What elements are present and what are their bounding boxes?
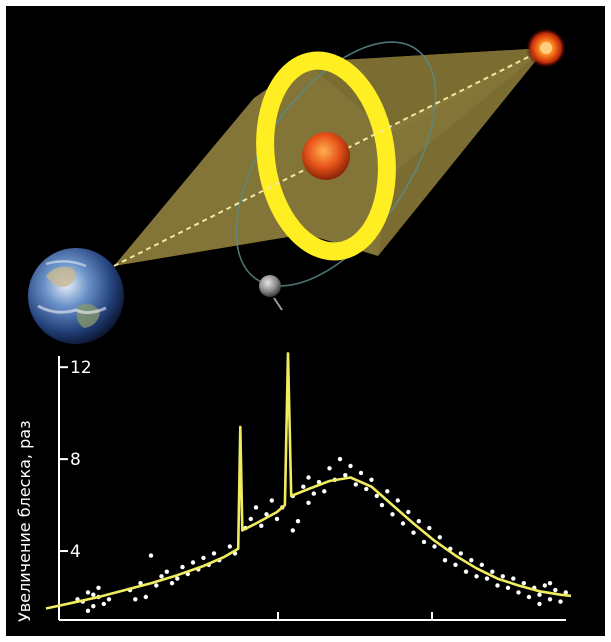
data-point: [547, 597, 553, 602]
data-point: [91, 592, 96, 597]
data-point: [269, 498, 274, 503]
data-point: [301, 484, 306, 489]
data-point: [479, 562, 484, 567]
data-point: [474, 574, 479, 579]
data-point: [264, 512, 269, 517]
data-point: [563, 590, 568, 595]
light-cone-upper-source: [306, 48, 546, 134]
data-point: [500, 574, 505, 579]
data-point: [379, 502, 385, 508]
data-point: [133, 597, 138, 602]
data-point: [453, 562, 458, 567]
data-point: [558, 599, 563, 604]
data-point: [138, 581, 143, 586]
data-point: [516, 590, 521, 595]
data-point: [521, 581, 526, 586]
data-point: [311, 491, 316, 496]
data-point: [337, 456, 343, 462]
data-point: [495, 583, 500, 588]
data-point: [442, 558, 448, 563]
data-point: [91, 604, 96, 609]
data-point: [385, 489, 390, 494]
data-point: [190, 560, 196, 565]
data-point: [175, 576, 180, 581]
y-tick-label-4: 4: [70, 542, 81, 562]
data-point: [211, 551, 217, 556]
data-point: [322, 489, 327, 494]
data-point: [295, 519, 301, 524]
data-point: [406, 509, 411, 515]
data-point: [505, 585, 511, 590]
lens-star-icon: [302, 132, 350, 180]
data-point: [96, 585, 101, 590]
microlensing-diagram: 4 8 12 Увеличение блеска, раз: [15, 28, 572, 622]
data-point: [106, 597, 112, 602]
einstein-ring: [256, 51, 396, 261]
data-point: [411, 530, 416, 535]
data-point: [154, 583, 159, 588]
data-point: [427, 525, 432, 531]
data-point: [143, 594, 148, 600]
data-point: [469, 558, 474, 563]
data-point: [306, 500, 311, 505]
planet-spike: [273, 297, 283, 311]
data-point: [101, 601, 107, 607]
data-point: [85, 590, 91, 595]
data-point: [248, 516, 253, 522]
data-point: [526, 594, 532, 600]
planet-orbit: [235, 41, 437, 287]
data-point: [364, 486, 369, 492]
data-point: [180, 564, 185, 570]
data-point: [227, 544, 232, 549]
source-star-icon: [540, 42, 552, 54]
data-point: [259, 523, 264, 528]
data-point: [353, 482, 358, 487]
y-axis-title: Увеличение блеска, раз: [15, 420, 34, 622]
data-point: [416, 519, 421, 524]
data-point: [421, 539, 427, 545]
data-point: [306, 475, 311, 480]
data-point: [542, 583, 547, 588]
data-point: [553, 587, 558, 593]
data-point: [458, 551, 463, 556]
data-point: [437, 535, 442, 540]
planet-icon: [259, 275, 281, 297]
data-point: [85, 608, 91, 613]
data-point: [484, 576, 490, 581]
data-point: [358, 470, 364, 476]
light-curve-chart: 4 8 12 Увеличение блеска, раз: [15, 352, 572, 622]
data-point: [490, 569, 495, 574]
data-point: [511, 576, 516, 581]
data-point: [374, 493, 379, 499]
data-point: [164, 569, 169, 574]
data-point: [400, 521, 406, 526]
earth-icon: [28, 248, 124, 344]
y-tick-label-8: 8: [70, 450, 81, 470]
figure-panel: 4 8 12 Увеличение блеска, раз: [6, 6, 605, 636]
data-point: [201, 555, 206, 561]
data-point: [169, 581, 175, 586]
light-cone-lower-source: [378, 48, 546, 256]
data-point: [290, 528, 295, 533]
data-point: [395, 498, 400, 503]
data-point: [369, 477, 374, 482]
magnification-curve: [45, 352, 572, 610]
data-point: [547, 581, 553, 586]
data-point: [343, 473, 348, 478]
y-tick-label-12: 12: [70, 358, 92, 378]
data-point: [390, 512, 395, 517]
data-point: [253, 505, 259, 510]
data-point: [537, 601, 542, 607]
data-point: [348, 463, 353, 469]
data-point: [159, 574, 164, 579]
data-point: [327, 466, 332, 471]
data-point: [463, 569, 469, 574]
data-point: [537, 592, 542, 597]
data-point: [274, 516, 280, 522]
data-point: [148, 553, 154, 558]
data-point: [432, 544, 437, 549]
